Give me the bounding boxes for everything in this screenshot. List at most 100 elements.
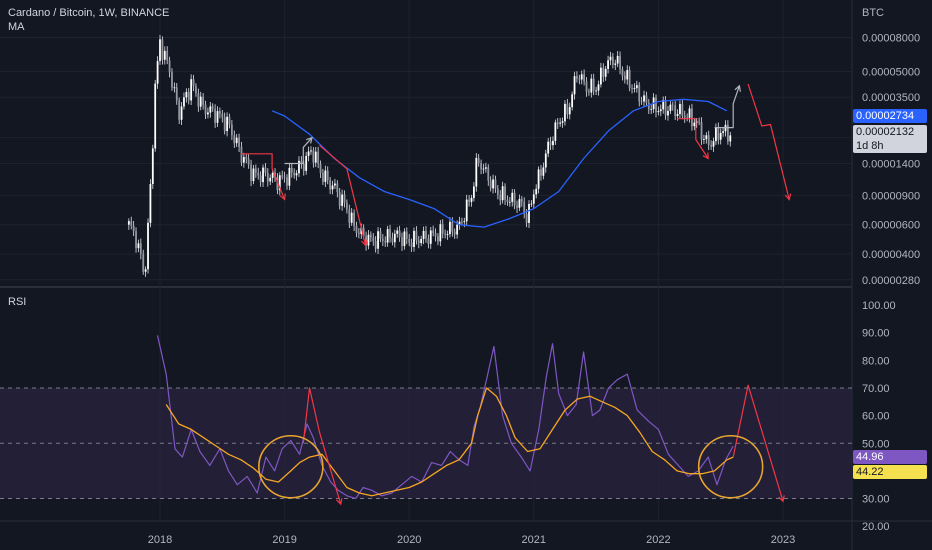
rsi-projection-2 (732, 384, 784, 502)
candle-body (163, 50, 166, 60)
candle-body (156, 61, 159, 84)
candle-body (458, 221, 461, 225)
candle-body (614, 63, 617, 65)
chart-title[interactable]: Cardano / Bitcoin, 1W, BINANCE (8, 7, 170, 19)
candle-body (683, 115, 686, 118)
candle-body (214, 108, 217, 123)
candle-body (300, 160, 303, 164)
candle-body (314, 151, 317, 163)
candle-body (264, 167, 267, 173)
candle-body (233, 135, 236, 144)
price-tick-label: 0.00003500 (862, 92, 920, 104)
rsi-indicator-label[interactable]: RSI (8, 296, 27, 308)
candle-body (262, 167, 264, 183)
candle-body (286, 177, 288, 186)
candle-body (669, 104, 672, 111)
candle-body (655, 97, 657, 113)
candle-body (604, 68, 607, 77)
candle-body (425, 230, 427, 239)
candle-body (235, 137, 238, 144)
candle-body (132, 225, 135, 232)
rsi-value-badge: 44.96 (853, 450, 927, 464)
candle-body (712, 141, 715, 147)
projection-arrowhead (702, 152, 709, 160)
candle-body (487, 167, 490, 181)
highlight-circle-1 (258, 434, 324, 499)
candle-body (223, 117, 226, 132)
candle-body (331, 185, 334, 190)
rsi-tick-label: 30.00 (862, 494, 890, 506)
candle-body (441, 224, 444, 234)
candle-body (578, 78, 581, 80)
candle-body (307, 151, 310, 156)
candle-body (178, 100, 181, 120)
candle-body (161, 39, 164, 60)
projection-arrowhead (784, 193, 792, 201)
candle-body (662, 100, 665, 110)
candle-body (190, 79, 193, 101)
candle-body (715, 127, 717, 142)
candle-body (631, 88, 633, 89)
candle-body (247, 158, 250, 165)
candle-body (640, 101, 643, 103)
candle-body (240, 146, 243, 163)
candle-body (549, 141, 552, 146)
candle-body (698, 121, 701, 123)
candle-body (705, 135, 708, 140)
candle-body (252, 168, 255, 182)
rsi-ma-line (165, 387, 734, 497)
candle-body (204, 104, 207, 115)
candle-body (657, 111, 660, 113)
candle-body (372, 237, 375, 242)
candle-body (561, 121, 564, 123)
candle-body (664, 100, 667, 116)
ma-indicator-label[interactable]: MA (8, 21, 25, 33)
candle-body (338, 192, 341, 206)
candle-body (393, 233, 396, 243)
candle-body (219, 111, 221, 114)
candle-body (269, 177, 272, 182)
candle-body (142, 254, 145, 272)
candle-body (230, 124, 233, 136)
rsi-tick-label: 70.00 (862, 383, 890, 395)
candle-body (250, 164, 252, 182)
candle-body (324, 170, 327, 182)
price-tick-label: 0.00000600 (862, 220, 920, 232)
candle-body (139, 243, 142, 255)
currency-label: BTC (862, 7, 884, 19)
candle-body (362, 227, 365, 237)
candle-body (377, 231, 379, 249)
candle-body (489, 180, 492, 189)
rsi-tick-label: 60.00 (862, 411, 890, 423)
candle-body (319, 163, 322, 173)
candle-body (525, 213, 528, 223)
candle-body (166, 50, 169, 61)
candle-body (374, 241, 377, 249)
candle-body (676, 114, 679, 116)
candle-body (259, 175, 262, 183)
rsi-projection-arrowhead (778, 495, 785, 503)
candle-body (254, 168, 257, 173)
candle-body (357, 232, 360, 234)
candle-body (192, 79, 195, 87)
candle-body (585, 81, 588, 92)
candle-body (242, 157, 245, 163)
candle-body (554, 122, 557, 141)
candle-body (475, 157, 478, 187)
candle-body (302, 163, 305, 171)
candle-body (202, 96, 205, 105)
candle-body (135, 231, 137, 249)
candle-body (171, 72, 173, 88)
candle-body (573, 76, 576, 95)
candle-body (477, 157, 480, 164)
candle-body (496, 188, 499, 195)
candle-body (154, 83, 157, 149)
candle-body (281, 175, 284, 177)
candle-body (278, 175, 281, 191)
candle-body (623, 75, 626, 80)
rsi-tick-label: 80.00 (862, 355, 890, 367)
candle-body (288, 167, 291, 186)
candle-body (346, 202, 348, 210)
candle-body (532, 194, 535, 204)
